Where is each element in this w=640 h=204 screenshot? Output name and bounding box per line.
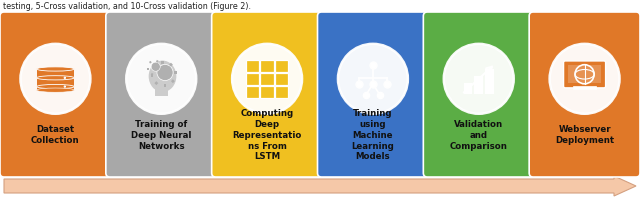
FancyBboxPatch shape (423, 12, 534, 177)
Text: Validation
and
Comparison: Validation and Comparison (450, 120, 508, 151)
Bar (568, 65, 601, 83)
Bar (474, 75, 483, 94)
Bar (156, 60, 159, 63)
Bar (150, 74, 154, 77)
Bar (171, 79, 175, 83)
Bar (275, 86, 289, 98)
Bar (260, 86, 274, 98)
Bar (260, 73, 274, 85)
Circle shape (338, 44, 408, 114)
Text: Dataset
Collection: Dataset Collection (31, 125, 80, 145)
Bar (155, 86, 168, 96)
Bar (147, 68, 148, 70)
Bar (246, 86, 259, 98)
Ellipse shape (36, 84, 74, 89)
FancyBboxPatch shape (0, 12, 111, 177)
Circle shape (20, 44, 90, 114)
Bar (152, 65, 156, 69)
Circle shape (444, 44, 514, 114)
Ellipse shape (36, 67, 74, 71)
Text: testing, 5-Cross validation, and 10-Cross validation (Figure 2).: testing, 5-Cross validation, and 10-Cros… (3, 2, 251, 11)
Bar (151, 73, 154, 76)
Bar (246, 60, 259, 72)
Ellipse shape (36, 76, 74, 80)
FancyBboxPatch shape (564, 61, 605, 88)
Bar (463, 83, 472, 94)
FancyBboxPatch shape (106, 12, 217, 177)
Bar (573, 86, 596, 89)
Bar (275, 60, 289, 72)
Bar (36, 69, 74, 90)
Circle shape (126, 44, 196, 114)
Bar (164, 84, 166, 87)
Bar (157, 72, 161, 75)
Bar (169, 63, 173, 67)
Text: Webserver
Deployment: Webserver Deployment (555, 125, 614, 145)
Bar (260, 60, 274, 72)
FancyBboxPatch shape (212, 12, 323, 177)
Bar (161, 61, 164, 64)
Ellipse shape (36, 88, 74, 92)
Text: Training of
Deep Neural
Networks: Training of Deep Neural Networks (131, 120, 191, 151)
Bar (275, 73, 289, 85)
Bar (149, 61, 152, 64)
Bar (485, 69, 494, 94)
Text: Training
using
Machine
Learning
Models: Training using Machine Learning Models (351, 109, 394, 161)
FancyBboxPatch shape (317, 12, 428, 177)
Text: Computing
Deep
Representatio
ns From
LSTM: Computing Deep Representatio ns From LST… (232, 109, 302, 161)
Circle shape (550, 44, 620, 114)
Circle shape (232, 44, 302, 114)
Bar (246, 73, 259, 85)
Circle shape (157, 64, 173, 81)
Circle shape (151, 62, 160, 71)
FancyBboxPatch shape (529, 12, 640, 177)
Ellipse shape (148, 61, 177, 92)
Bar (174, 71, 177, 74)
Bar (154, 81, 158, 85)
Polygon shape (4, 176, 636, 196)
Bar (161, 66, 163, 68)
